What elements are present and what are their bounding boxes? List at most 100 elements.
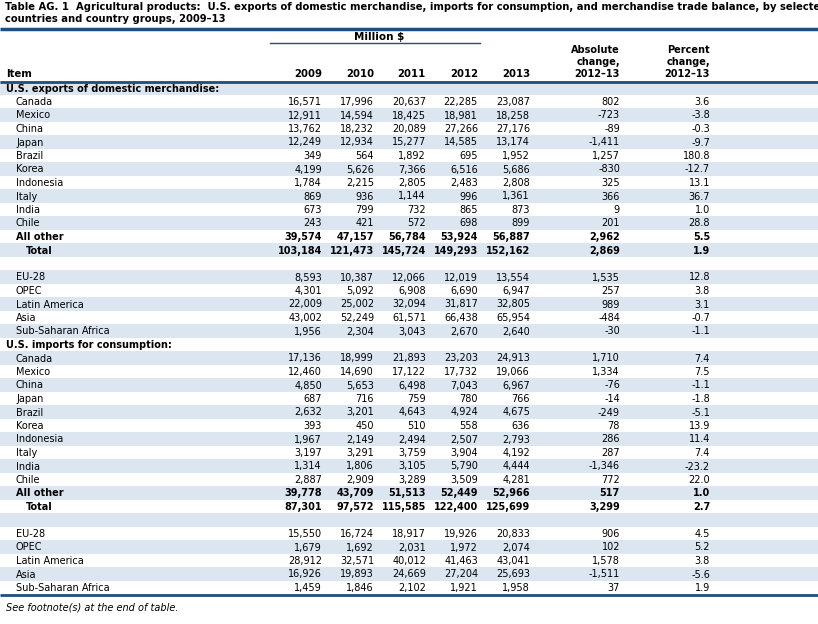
Text: 1,956: 1,956 bbox=[294, 326, 322, 336]
Text: 51,513: 51,513 bbox=[389, 489, 426, 499]
Bar bbox=[0, 283, 818, 297]
Text: -89: -89 bbox=[605, 124, 620, 134]
Bar bbox=[0, 81, 818, 94]
Text: 43,709: 43,709 bbox=[336, 489, 374, 499]
Text: 6,690: 6,690 bbox=[451, 286, 478, 296]
Text: 149,293: 149,293 bbox=[434, 245, 478, 255]
Bar bbox=[0, 405, 818, 419]
Bar bbox=[0, 122, 818, 135]
Bar bbox=[0, 513, 818, 527]
Text: Item: Item bbox=[6, 69, 32, 79]
Text: Total: Total bbox=[26, 245, 52, 255]
Bar bbox=[0, 324, 818, 338]
Text: 4,301: 4,301 bbox=[294, 286, 322, 296]
Text: 3,759: 3,759 bbox=[398, 448, 426, 458]
Bar bbox=[0, 243, 818, 256]
Text: 17,136: 17,136 bbox=[288, 354, 322, 364]
Bar bbox=[0, 216, 818, 230]
Text: 52,966: 52,966 bbox=[492, 489, 530, 499]
Text: 698: 698 bbox=[460, 218, 478, 228]
Text: 19,066: 19,066 bbox=[497, 367, 530, 377]
Text: 2,102: 2,102 bbox=[398, 583, 426, 593]
Text: 5,092: 5,092 bbox=[346, 286, 374, 296]
Text: 989: 989 bbox=[601, 300, 620, 310]
Text: 201: 201 bbox=[601, 218, 620, 228]
Text: U.S. exports of domestic merchandise:: U.S. exports of domestic merchandise: bbox=[6, 84, 219, 94]
Text: 24,913: 24,913 bbox=[497, 354, 530, 364]
Bar bbox=[0, 499, 818, 513]
Text: 39,778: 39,778 bbox=[285, 489, 322, 499]
Text: 32,094: 32,094 bbox=[392, 300, 426, 310]
Text: 869: 869 bbox=[303, 192, 322, 202]
Text: 115,585: 115,585 bbox=[382, 502, 426, 512]
Text: 12,019: 12,019 bbox=[444, 273, 478, 283]
Text: India: India bbox=[16, 205, 40, 215]
Text: 1,679: 1,679 bbox=[294, 542, 322, 552]
Text: 3,509: 3,509 bbox=[450, 475, 478, 485]
Bar bbox=[0, 162, 818, 175]
Text: 121,473: 121,473 bbox=[330, 245, 374, 255]
Bar bbox=[0, 391, 818, 405]
Text: 2,887: 2,887 bbox=[294, 475, 322, 485]
Text: Indonesia: Indonesia bbox=[16, 434, 63, 444]
Text: Brazil: Brazil bbox=[16, 151, 43, 161]
Text: 12.8: 12.8 bbox=[689, 273, 710, 283]
Text: 22.0: 22.0 bbox=[689, 475, 710, 485]
Text: 39,574: 39,574 bbox=[285, 232, 322, 242]
Text: 12,460: 12,460 bbox=[288, 367, 322, 377]
Text: 2,304: 2,304 bbox=[346, 326, 374, 336]
Text: 52,449: 52,449 bbox=[441, 489, 478, 499]
Text: 558: 558 bbox=[460, 421, 478, 431]
Text: -830: -830 bbox=[598, 165, 620, 175]
Text: 3,105: 3,105 bbox=[398, 462, 426, 472]
Text: 25,693: 25,693 bbox=[496, 570, 530, 580]
Text: 17,122: 17,122 bbox=[392, 367, 426, 377]
Text: 936: 936 bbox=[356, 192, 374, 202]
Text: 23,203: 23,203 bbox=[444, 354, 478, 364]
Text: 1,692: 1,692 bbox=[346, 542, 374, 552]
Text: 4,643: 4,643 bbox=[398, 407, 426, 417]
Text: 3,043: 3,043 bbox=[398, 326, 426, 336]
Text: 243: 243 bbox=[303, 218, 322, 228]
Text: 32,805: 32,805 bbox=[496, 300, 530, 310]
Text: All other: All other bbox=[16, 232, 64, 242]
Text: Asia: Asia bbox=[16, 313, 37, 323]
Text: 996: 996 bbox=[460, 192, 478, 202]
Bar bbox=[0, 364, 818, 378]
Text: 257: 257 bbox=[601, 286, 620, 296]
Text: 5,653: 5,653 bbox=[346, 381, 374, 391]
Text: 3,299: 3,299 bbox=[589, 502, 620, 512]
Text: 5.2: 5.2 bbox=[694, 542, 710, 552]
Text: 349: 349 bbox=[303, 151, 322, 161]
Text: 687: 687 bbox=[303, 394, 322, 404]
Text: OPEC: OPEC bbox=[16, 542, 43, 552]
Bar bbox=[0, 567, 818, 580]
Bar bbox=[0, 230, 818, 243]
Text: EU-28: EU-28 bbox=[16, 529, 45, 539]
Bar bbox=[0, 189, 818, 203]
Text: -12.7: -12.7 bbox=[685, 165, 710, 175]
Text: -14: -14 bbox=[605, 394, 620, 404]
Text: 287: 287 bbox=[601, 448, 620, 458]
Text: -0.3: -0.3 bbox=[691, 124, 710, 134]
Bar bbox=[0, 486, 818, 499]
Text: 78: 78 bbox=[608, 421, 620, 431]
Bar bbox=[0, 149, 818, 162]
Text: 1,257: 1,257 bbox=[592, 151, 620, 161]
Text: Asia: Asia bbox=[16, 570, 37, 580]
Text: 17,996: 17,996 bbox=[340, 97, 374, 107]
Text: China: China bbox=[16, 381, 44, 391]
Text: 2011: 2011 bbox=[398, 69, 426, 79]
Text: Mexico: Mexico bbox=[16, 110, 50, 120]
Text: 27,204: 27,204 bbox=[444, 570, 478, 580]
Text: 325: 325 bbox=[601, 178, 620, 188]
Text: 6,498: 6,498 bbox=[398, 381, 426, 391]
Bar bbox=[0, 472, 818, 486]
Text: 772: 772 bbox=[601, 475, 620, 485]
Text: 53,924: 53,924 bbox=[441, 232, 478, 242]
Text: 10,387: 10,387 bbox=[340, 273, 374, 283]
Text: 28.8: 28.8 bbox=[689, 218, 710, 228]
Text: 13,762: 13,762 bbox=[288, 124, 322, 134]
Text: 7,043: 7,043 bbox=[450, 381, 478, 391]
Bar bbox=[0, 432, 818, 446]
